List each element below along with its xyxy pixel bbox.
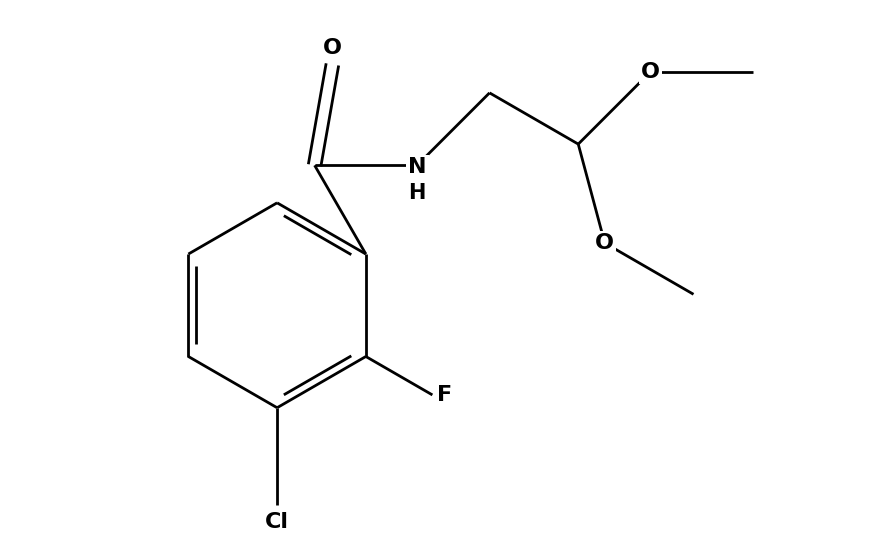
Text: O: O [595, 233, 614, 253]
Text: Cl: Cl [265, 512, 289, 532]
Text: F: F [438, 385, 453, 405]
Text: H: H [408, 183, 426, 203]
Text: N: N [408, 157, 426, 177]
Text: O: O [323, 38, 342, 57]
Text: O: O [641, 62, 660, 82]
